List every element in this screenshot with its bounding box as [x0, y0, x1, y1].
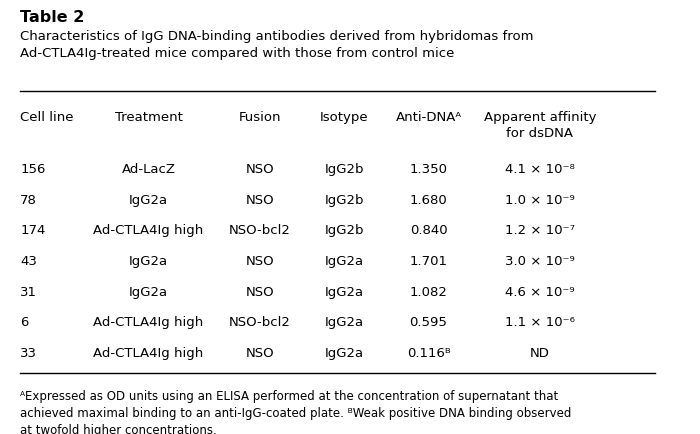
Text: NSO: NSO — [246, 163, 274, 176]
Text: 1.350: 1.350 — [410, 163, 447, 176]
Text: 174: 174 — [20, 224, 46, 237]
Text: IgG2a: IgG2a — [129, 285, 168, 298]
Text: IgG2a: IgG2a — [325, 254, 364, 267]
Text: NSO: NSO — [246, 346, 274, 359]
Text: IgG2a: IgG2a — [325, 316, 364, 329]
Text: 0.116ᴮ: 0.116ᴮ — [407, 346, 450, 359]
Text: IgG2b: IgG2b — [324, 194, 364, 207]
Text: Characteristics of IgG DNA-binding antibodies derived from hybridomas from
Ad-CT: Characteristics of IgG DNA-binding antib… — [20, 30, 533, 59]
Text: Ad-CTLA4Ig high: Ad-CTLA4Ig high — [93, 316, 204, 329]
Text: NSO-bcl2: NSO-bcl2 — [229, 316, 290, 329]
Text: IgG2a: IgG2a — [129, 194, 168, 207]
Text: NSO: NSO — [246, 254, 274, 267]
Text: Cell line: Cell line — [20, 111, 74, 124]
Text: 31: 31 — [20, 285, 37, 298]
Text: 0.595: 0.595 — [410, 316, 447, 329]
Text: IgG2b: IgG2b — [324, 163, 364, 176]
Text: 78: 78 — [20, 194, 37, 207]
Text: 1.082: 1.082 — [410, 285, 447, 298]
Text: NSO: NSO — [246, 285, 274, 298]
Text: NSO-bcl2: NSO-bcl2 — [229, 224, 290, 237]
Text: Anti-DNAᴬ: Anti-DNAᴬ — [395, 111, 461, 124]
Text: 6: 6 — [20, 316, 29, 329]
Text: Apparent affinity
for dsDNA: Apparent affinity for dsDNA — [484, 111, 596, 140]
Text: 1.701: 1.701 — [410, 254, 447, 267]
Text: IgG2a: IgG2a — [129, 254, 168, 267]
Text: ND: ND — [530, 346, 550, 359]
Text: 4.6 × 10⁻⁹: 4.6 × 10⁻⁹ — [505, 285, 575, 298]
Text: NSO: NSO — [246, 194, 274, 207]
Text: 4.1 × 10⁻⁸: 4.1 × 10⁻⁸ — [505, 163, 575, 176]
Text: Isotype: Isotype — [320, 111, 368, 124]
Text: 1.680: 1.680 — [410, 194, 447, 207]
Text: IgG2a: IgG2a — [325, 285, 364, 298]
Text: 156: 156 — [20, 163, 46, 176]
Text: Ad-CTLA4Ig high: Ad-CTLA4Ig high — [93, 224, 204, 237]
Text: 33: 33 — [20, 346, 37, 359]
Text: 1.1 × 10⁻⁶: 1.1 × 10⁻⁶ — [505, 316, 575, 329]
Text: Ad-CTLA4Ig high: Ad-CTLA4Ig high — [93, 346, 204, 359]
Text: Fusion: Fusion — [239, 111, 281, 124]
Text: Treatment: Treatment — [115, 111, 183, 124]
Text: ᴬExpressed as OD units using an ELISA performed at the concentration of supernat: ᴬExpressed as OD units using an ELISA pe… — [20, 388, 572, 434]
Text: 0.840: 0.840 — [410, 224, 447, 237]
Text: 3.0 × 10⁻⁹: 3.0 × 10⁻⁹ — [505, 254, 575, 267]
Text: IgG2a: IgG2a — [325, 346, 364, 359]
Text: Table 2: Table 2 — [20, 10, 85, 25]
Text: 1.2 × 10⁻⁷: 1.2 × 10⁻⁷ — [505, 224, 575, 237]
Text: Ad-LacZ: Ad-LacZ — [122, 163, 176, 176]
Text: 1.0 × 10⁻⁹: 1.0 × 10⁻⁹ — [505, 194, 575, 207]
Text: 43: 43 — [20, 254, 37, 267]
Text: IgG2b: IgG2b — [324, 224, 364, 237]
